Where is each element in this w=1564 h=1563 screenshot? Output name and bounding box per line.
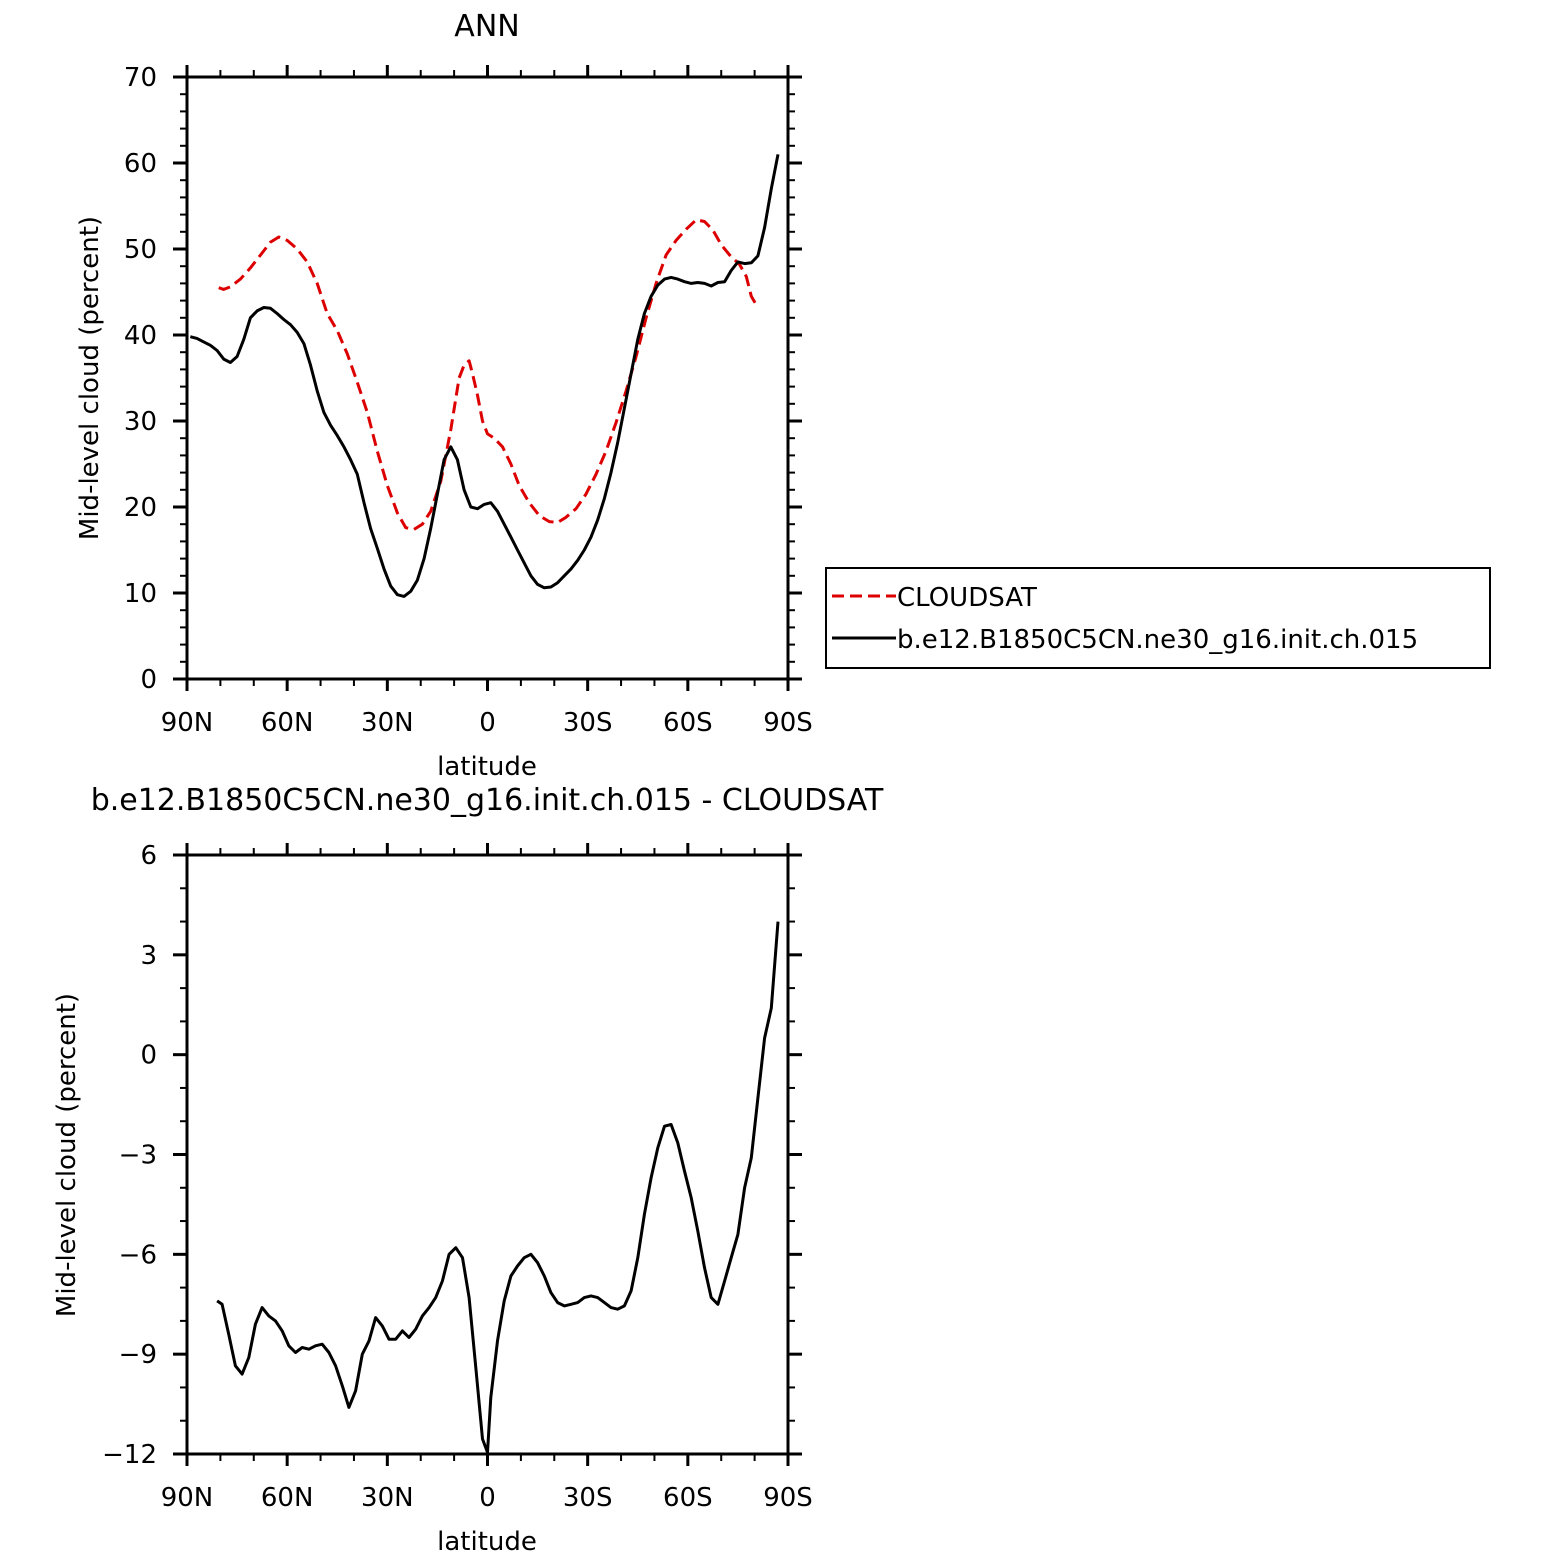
top-y-tick-label: 10 <box>124 579 157 609</box>
bottom-chart-x-axis: 90N 60N 30N 0 30S 60S 90S <box>161 843 813 1513</box>
top-chart-series-b-e12-b1850c5cn-ne30-g16-init-ch-015-line <box>189 154 780 598</box>
bottom-y-tick-label: −12 <box>102 1440 157 1470</box>
bottom-x-tick-label: 60S <box>663 1483 713 1513</box>
top-x-tick-label: 30S <box>563 708 613 738</box>
bottom-chart-panel: b.e12.B1850C5CN.ne30_g16.init.ch.015 - C… <box>52 783 884 1557</box>
top-y-tick-label: 0 <box>140 665 157 695</box>
top-y-tick-label: 30 <box>124 407 157 437</box>
top-chart-frame <box>185 75 790 681</box>
top-chart-title: ANN <box>454 9 519 44</box>
bottom-chart-title: b.e12.B1850C5CN.ne30_g16.init.ch.015 - C… <box>91 783 884 818</box>
bottom-x-tick-label: 30S <box>563 1483 613 1513</box>
top-chart-panel: ANN 90N 60N 30N 0 30S 60S 90S 010203040506070 … <box>75 9 1491 782</box>
bottom-y-tick-label: −9 <box>119 1340 157 1370</box>
bottom-x-tick-label: 30N <box>361 1483 414 1513</box>
top-x-tick-label: 60N <box>261 708 314 738</box>
legend-label-cloudsat: CLOUDSAT <box>897 583 1037 613</box>
bottom-x-tick-label: 60N <box>261 1483 314 1513</box>
top-chart-legend: CLOUDSAT b.e12.B1850C5CN.ne30_g16.init.c… <box>825 567 1491 669</box>
top-y-tick-label: 70 <box>124 63 157 93</box>
top-y-tick-label: 50 <box>124 235 157 265</box>
bottom-y-tick-label: 3 <box>140 941 157 971</box>
bottom-x-tick-label: 90S <box>763 1483 813 1513</box>
top-y-tick-label: 60 <box>124 149 157 179</box>
top-chart-y-axis: 0 10 20 30 40 50 60 70 <box>124 63 802 695</box>
bottom-chart-frame <box>185 853 790 1456</box>
top-x-tick-label: 90S <box>763 708 813 738</box>
bottom-chart-series-group <box>216 921 780 1454</box>
top-y-tick-label: 20 <box>124 493 157 523</box>
legend-label-model: b.e12.B1850C5CN.ne30_g16.init.ch.015 <box>897 625 1418 655</box>
bottom-y-tick-label: 6 <box>140 841 157 871</box>
top-chart-x-axis-title: latitude <box>437 752 537 782</box>
top-y-tick-label: 40 <box>124 321 157 351</box>
bottom-x-tick-label: 0 <box>479 1483 496 1513</box>
top-x-tick-label: 30N <box>361 708 414 738</box>
bottom-chart-y-axis: −12 −9 −6 −3 0 3 6 <box>102 841 802 1470</box>
top-x-tick-label: 90N <box>161 708 214 738</box>
bottom-y-tick-label: −3 <box>119 1141 157 1171</box>
bottom-chart-x-axis-title: latitude <box>437 1527 537 1557</box>
bottom-chart-y-axis-title: Mid-level cloud (percent) <box>52 993 82 1317</box>
top-x-tick-label: 60S <box>663 708 713 738</box>
bottom-y-tick-label: −6 <box>119 1240 157 1270</box>
bottom-chart-series-difference-line <box>216 921 780 1454</box>
top-chart-series-cloudsat-line <box>218 218 758 531</box>
top-chart-x-axis: 90N 60N 30N 0 30S 60S 90S <box>161 65 813 738</box>
bottom-y-tick-label: 0 <box>140 1041 157 1071</box>
top-chart-series-group <box>189 154 780 598</box>
top-chart-y-axis-title: Mid-level cloud (percent) <box>75 216 105 540</box>
bottom-x-tick-label: 90N <box>161 1483 214 1513</box>
legend-box <box>825 567 1491 669</box>
top-x-tick-label: 0 <box>479 708 496 738</box>
